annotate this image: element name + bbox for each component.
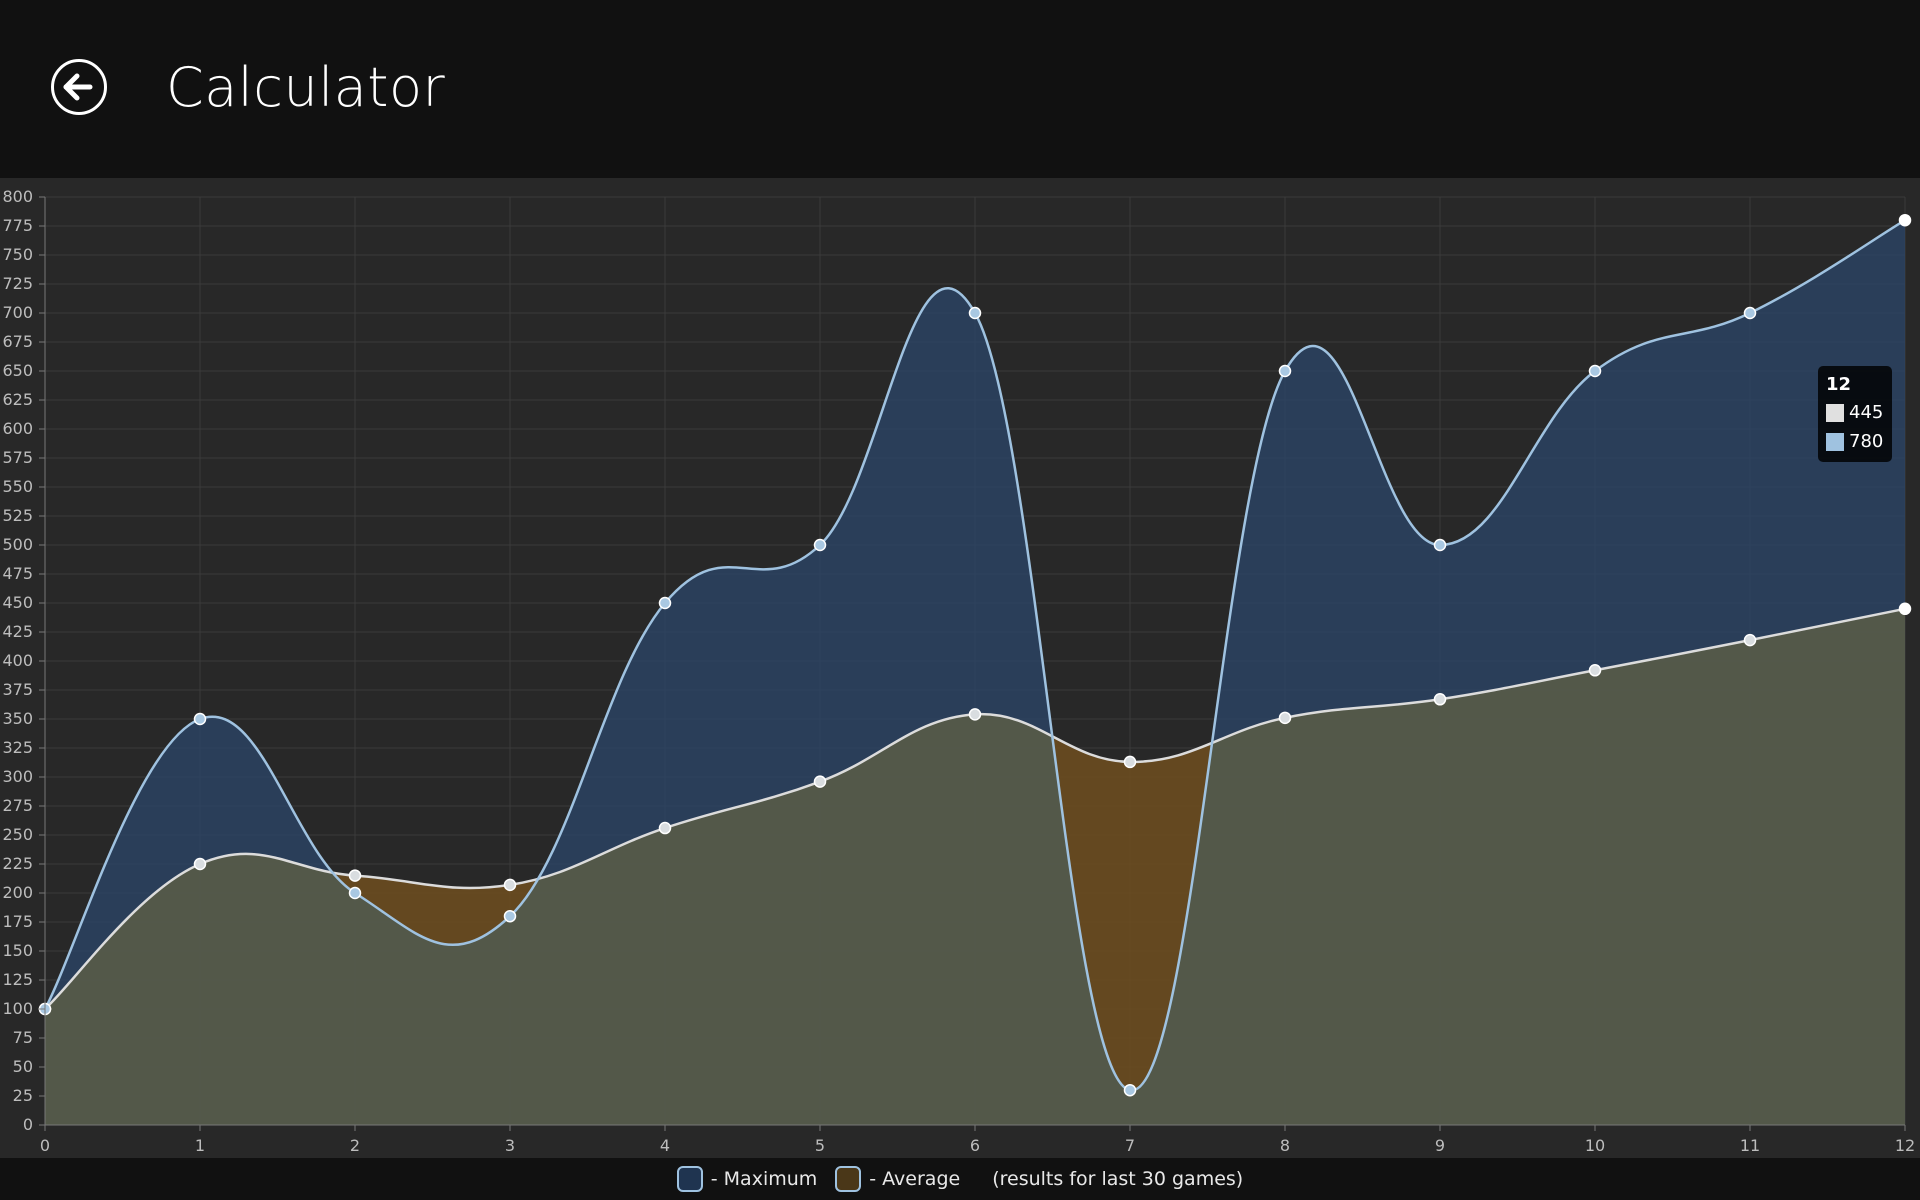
y-tick-label: 25 — [13, 1086, 33, 1105]
tooltip-title: 12 — [1826, 374, 1852, 395]
back-arrow-icon — [51, 59, 107, 115]
y-tick-label: 300 — [2, 767, 33, 786]
chart-points — [38, 213, 1912, 1097]
tooltip-value-maximum: 780 — [1849, 431, 1884, 452]
y-tick-label: 450 — [2, 593, 33, 612]
app-header: Calculator — [0, 0, 1920, 178]
results-chart: 0255075100125150175200225250275300325350… — [2, 187, 1915, 1155]
chart-areas — [45, 220, 1905, 1125]
maximum-point[interactable] — [658, 596, 672, 610]
maximum-point[interactable] — [1278, 364, 1292, 378]
y-tick-label: 800 — [2, 187, 33, 206]
x-tick-label: 11 — [1740, 1136, 1760, 1155]
y-tick-label: 0 — [23, 1115, 33, 1134]
average-point[interactable] — [1898, 602, 1912, 616]
y-tick-label: 150 — [2, 941, 33, 960]
x-tick-label: 5 — [815, 1136, 825, 1155]
y-tick-label: 100 — [2, 999, 33, 1018]
average-point[interactable] — [968, 708, 982, 721]
maximum-point[interactable] — [968, 306, 982, 320]
maximum-point[interactable] — [1743, 306, 1757, 320]
y-tick-label: 250 — [2, 825, 33, 844]
y-tick-label: 225 — [2, 854, 33, 873]
back-button[interactable] — [50, 58, 108, 116]
maximum-point[interactable] — [1123, 1083, 1137, 1097]
tooltip-swatch-maximum — [1826, 432, 1844, 451]
legend-item-maximum: - Maximum — [676, 1166, 818, 1192]
x-tick-label: 3 — [505, 1136, 515, 1155]
legend-note: (results for last 30 games) — [992, 1168, 1244, 1190]
legend-swatch-average — [835, 1166, 862, 1192]
average-point[interactable] — [1278, 711, 1292, 725]
average-point[interactable] — [348, 869, 362, 882]
average-point[interactable] — [1433, 693, 1447, 706]
legend-label-average: - Average — [869, 1168, 961, 1190]
x-tick-label: 8 — [1280, 1136, 1290, 1155]
average-point[interactable] — [1123, 755, 1137, 769]
y-tick-label: 400 — [2, 651, 33, 670]
legend-item-average: - Average — [835, 1166, 960, 1192]
average-point[interactable] — [193, 857, 207, 871]
maximum-point[interactable] — [503, 909, 517, 923]
y-tick-label: 775 — [2, 216, 33, 235]
maximum-point[interactable] — [1588, 364, 1602, 378]
maximum-point[interactable] — [193, 712, 207, 726]
tooltip-row-average: 445 — [1826, 398, 1884, 427]
y-tick-label: 475 — [2, 564, 33, 583]
average-point[interactable] — [503, 878, 517, 892]
y-tick-label: 375 — [2, 680, 33, 699]
y-tick-label: 500 — [2, 535, 33, 554]
y-tick-label: 675 — [2, 332, 33, 351]
y-tick-label: 425 — [2, 622, 33, 641]
x-tick-label: 6 — [970, 1136, 980, 1155]
y-tick-label: 50 — [13, 1057, 33, 1076]
x-tick-label: 2 — [350, 1136, 360, 1155]
maximum-line — [43, 219, 1906, 1092]
average-point[interactable] — [813, 775, 827, 788]
y-tick-label: 550 — [2, 477, 33, 496]
y-tick-label: 350 — [2, 709, 33, 728]
y-tick-label: 200 — [2, 883, 33, 902]
y-tick-label: 325 — [2, 738, 33, 757]
average-point[interactable] — [1588, 664, 1602, 677]
chart-legend: - Maximum - Average (results for last 30… — [0, 1158, 1920, 1200]
page-title: Calculator — [166, 56, 446, 119]
y-tick-label: 575 — [2, 448, 33, 467]
x-tick-label: 10 — [1585, 1136, 1605, 1155]
tooltip-row-maximum: 780 — [1826, 427, 1884, 456]
maximum-point[interactable] — [348, 886, 362, 900]
y-tick-label: 650 — [2, 361, 33, 380]
x-tick-label: 7 — [1125, 1136, 1135, 1155]
y-tick-label: 600 — [2, 419, 33, 438]
chart-tooltip: 12 445 780 — [1818, 366, 1892, 462]
chart-panel: 0 25 50 75 100 125 150 175 200 225 250 275 300 325 350… — [0, 178, 1920, 1158]
y-tick-label: 175 — [2, 912, 33, 931]
legend-label-maximum: - Maximum — [710, 1168, 818, 1190]
tooltip-value-average: 445 — [1849, 402, 1884, 423]
y-tick-label: 750 — [2, 245, 33, 264]
x-tick-label: 4 — [660, 1136, 670, 1155]
maximum-point[interactable] — [1433, 538, 1447, 552]
y-tick-label: 525 — [2, 506, 33, 525]
y-tick-label: 625 — [2, 390, 33, 409]
y-tick-label: 725 — [2, 274, 33, 293]
x-tick-label: 0 — [40, 1136, 50, 1155]
maximum-point[interactable] — [1898, 213, 1912, 227]
y-tick-label: 275 — [2, 796, 33, 815]
y-tick-label: 125 — [2, 970, 33, 989]
legend-swatch-maximum — [676, 1166, 703, 1192]
tooltip-swatch-average — [1826, 403, 1844, 422]
y-tick-label: 700 — [2, 303, 33, 322]
average-point[interactable] — [1743, 633, 1757, 647]
x-tick-label: 9 — [1435, 1136, 1445, 1155]
average-point[interactable] — [658, 821, 672, 835]
x-tick-label: 1 — [195, 1136, 205, 1155]
y-tick-label: 75 — [13, 1028, 33, 1047]
x-tick-label: 12 — [1895, 1136, 1915, 1155]
maximum-point[interactable] — [813, 538, 827, 552]
chart-axes: 0255075100125150175200225250275300325350… — [2, 187, 1915, 1155]
